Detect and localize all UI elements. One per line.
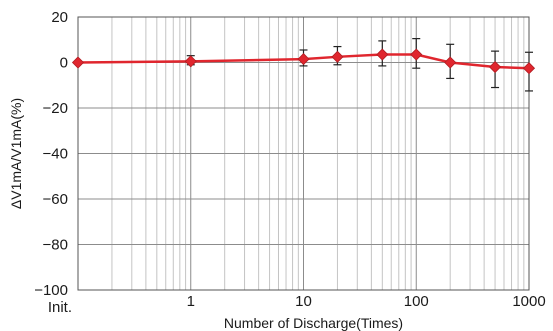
data-point (410, 48, 423, 61)
x-tick-label: 1000 (512, 293, 545, 310)
data-point (184, 55, 197, 68)
y-tick-label: −80 (43, 237, 68, 254)
y-tick-label: −100 (34, 282, 68, 299)
y-tick-labels: 20 0 −20 −40 −60 −80 −100 (34, 9, 68, 299)
y-tick-label: 20 (51, 9, 68, 26)
y-axis-label: ΔV1mA/V1mA(%) (8, 98, 24, 209)
series-layer (71, 48, 536, 75)
data-point (522, 62, 536, 75)
y-tick-label: −40 (43, 146, 68, 163)
y-tick-label: −60 (43, 191, 68, 208)
x-tick-label: Init. (48, 299, 72, 316)
plot-frame (77, 16, 530, 291)
x-tick-label: 1 (187, 293, 195, 310)
data-point (71, 56, 85, 69)
x-tick-label: 10 (295, 293, 312, 310)
data-point (444, 56, 457, 69)
x-tick-label: 100 (404, 293, 429, 310)
x-axis-label: Number of Discharge(Times) (224, 315, 403, 331)
data-point (331, 50, 344, 63)
data-point (488, 60, 502, 74)
x-tick-labels: Init. 1 10 100 1000 (48, 293, 546, 316)
y-tick-label: −20 (43, 100, 68, 117)
data-point (376, 48, 389, 61)
y-tick-label: 0 (60, 55, 68, 72)
data-point (297, 53, 310, 66)
